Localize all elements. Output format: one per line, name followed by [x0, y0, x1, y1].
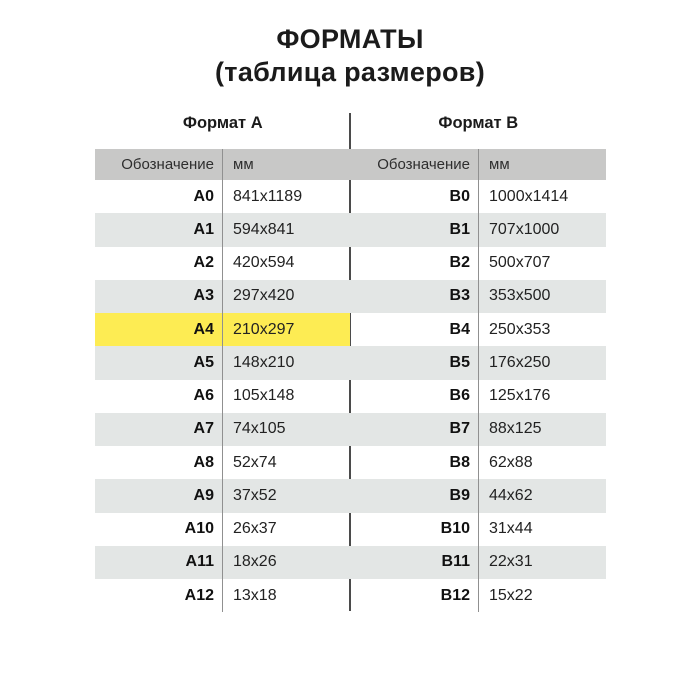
format-a-designation-cell: A6: [193, 387, 214, 405]
format-a-size-cell: 210x297: [222, 313, 350, 347]
table-row: A5 148x210 B5 176x250: [95, 346, 606, 380]
format-a-designation-cell: A1: [193, 220, 214, 238]
format-b-designation-header: Обозначение: [377, 156, 470, 173]
format-a-designation-cell: A5: [193, 353, 214, 371]
format-b-designation-cell: B0: [449, 187, 470, 205]
title-line-2: (таблица размеров): [215, 57, 485, 87]
table-row: A1 594x841 B1 707x1000: [95, 213, 606, 247]
table-row: A9 37x52 B9 44x62: [95, 479, 606, 513]
format-b-header: Формат В: [438, 114, 519, 132]
format-a-size-cell: 37x52: [222, 479, 350, 513]
format-a-size-cell: 18x26: [222, 545, 350, 579]
table-row: A2 420x594 B2 500x707: [95, 246, 606, 280]
format-a-mm-header: мм: [222, 149, 350, 180]
format-a-designation-cell: A0: [193, 187, 214, 205]
format-b-size-cell: 707x1000: [478, 213, 606, 247]
format-b-designation-cell: B2: [449, 254, 470, 272]
format-b-designation-cell: B6: [449, 387, 470, 405]
table-group-headers: Формат А Формат В: [95, 111, 606, 135]
format-b-size-cell: 22x31: [478, 545, 606, 579]
format-b-designation-cell: B1: [449, 220, 470, 238]
format-b-size-cell: 44x62: [478, 479, 606, 513]
format-a-size-cell: 841x1189: [222, 180, 350, 214]
size-table: Обозначение мм Обозначение мм A0 841x118…: [95, 149, 606, 613]
format-a-size-cell: 26x37: [222, 512, 350, 546]
format-a-designation-cell: A10: [184, 520, 214, 538]
format-b-size-cell: 31x44: [478, 512, 606, 546]
table-row: A6 105x148 B6 125x176: [95, 379, 606, 413]
table-row: A3 297x420 B3 353x500: [95, 279, 606, 313]
format-b-mm-header: мм: [478, 149, 606, 180]
title-line-1: ФОРМАТЫ: [276, 24, 424, 54]
format-a-designation-cell: A8: [193, 453, 214, 471]
format-b-size-cell: 176x250: [478, 346, 606, 380]
format-b-size-cell: 500x707: [478, 246, 606, 280]
table-row: A8 52x74 B8 62x88: [95, 446, 606, 480]
format-a-size-cell: 105x148: [222, 379, 350, 413]
format-b-size-cell: 15x22: [478, 579, 606, 613]
format-a-size-cell: 594x841: [222, 213, 350, 247]
format-b-designation-cell: B12: [440, 586, 470, 604]
format-a-size-cell: 74x105: [222, 412, 350, 446]
format-a-designation-cell: A3: [193, 287, 214, 305]
format-a-designation-cell: A12: [184, 586, 214, 604]
table-row: A11 18x26 B11 22x31: [95, 545, 606, 579]
format-b-size-cell: 125x176: [478, 379, 606, 413]
table-row: A0 841x1189 B0 1000x1414: [95, 180, 606, 214]
format-a-header: Формат А: [182, 114, 263, 132]
format-b-designation-cell: B11: [441, 553, 470, 571]
table-header-row: Обозначение мм Обозначение мм: [95, 149, 606, 180]
format-b-designation-cell: B4: [449, 320, 470, 338]
format-a-size-cell: 52x74: [222, 446, 350, 480]
format-b-designation-cell: B8: [449, 453, 470, 471]
table-rows: A0 841x1189 B0 1000x1414 A1 594x841 B1 7…: [95, 180, 606, 613]
table-row: A10 26x37 B10 31x44: [95, 512, 606, 546]
format-a-size-cell: 148x210: [222, 346, 350, 380]
format-a-designation-cell: A2: [193, 254, 214, 272]
format-a-designation-cell: A9: [193, 486, 214, 504]
format-b-size-cell: 353x500: [478, 279, 606, 313]
format-a-size-cell: 420x594: [222, 246, 350, 280]
format-b-designation-cell: B9: [449, 486, 470, 504]
format-a-designation-cell: A11: [185, 553, 214, 571]
page-title: ФОРМАТЫ (таблица размеров): [0, 23, 700, 89]
format-b-designation-cell: B10: [440, 520, 470, 538]
table-row: A12 13x18 B12 15x22: [95, 579, 606, 613]
format-a-designation-cell: A4: [95, 313, 222, 347]
format-b-size-cell: 88x125: [478, 412, 606, 446]
format-b-designation-cell: B5: [449, 353, 470, 371]
format-a-designation-cell: A7: [193, 420, 214, 438]
format-a-size-cell: 13x18: [222, 579, 350, 613]
format-b-designation-cell: B3: [449, 287, 470, 305]
table-row: A7 74x105 B7 88x125: [95, 412, 606, 446]
format-b-size-cell: 250x353: [478, 313, 606, 347]
format-b-designation-cell: B7: [449, 420, 470, 438]
format-b-size-cell: 62x88: [478, 446, 606, 480]
format-a-size-cell: 297x420: [222, 279, 350, 313]
format-b-size-cell: 1000x1414: [478, 180, 606, 214]
format-a-designation-header: Обозначение: [121, 156, 214, 173]
table-row-highlighted: A4 210x297 B4 250x353: [95, 313, 606, 347]
